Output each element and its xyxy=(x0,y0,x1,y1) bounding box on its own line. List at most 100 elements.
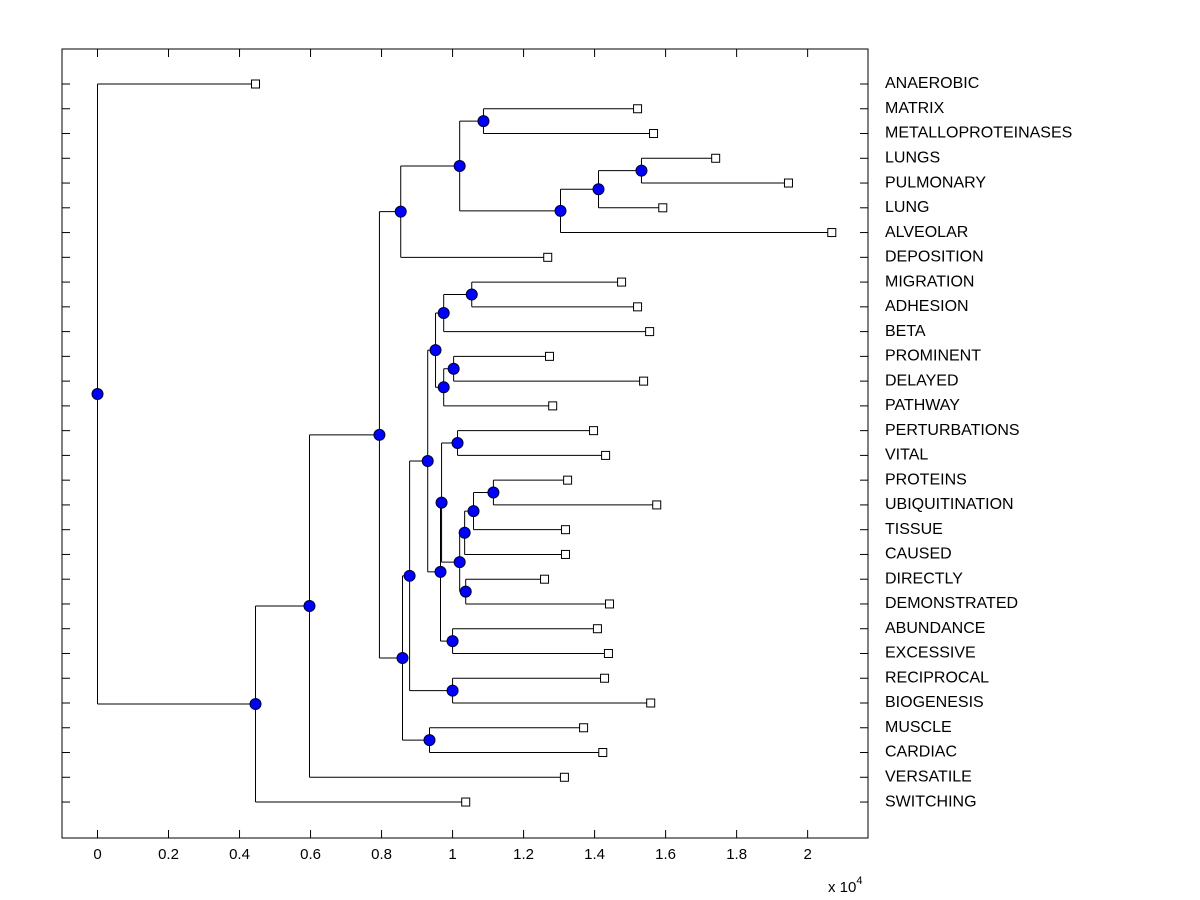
node-marker xyxy=(437,381,450,394)
leaf-marker xyxy=(592,624,602,634)
x-tick-label: 1.2 xyxy=(513,846,534,863)
leaf-label: PERTURBATIONS xyxy=(885,422,1020,439)
leaf-label: MATRIX xyxy=(885,100,945,117)
node-marker xyxy=(434,565,447,578)
leaf-marker xyxy=(589,426,599,436)
node-marker xyxy=(592,183,605,196)
node-marker xyxy=(465,288,478,301)
leaf-marker xyxy=(251,79,261,89)
leaf-label: PROTEINS xyxy=(885,471,967,488)
leaf-marker xyxy=(601,450,611,460)
leaf-label: DEPOSITION xyxy=(885,249,984,266)
x-multiplier: x 104 xyxy=(828,875,862,896)
leaf-marker xyxy=(598,748,608,758)
leaf-label: BETA xyxy=(885,323,926,340)
leaf-marker xyxy=(600,673,610,683)
leaf-label: LUNGS xyxy=(885,149,940,166)
leaf-marker xyxy=(617,277,627,287)
leaf-label: RECIPROCAL xyxy=(885,669,989,686)
node-marker xyxy=(435,496,448,509)
leaf-marker xyxy=(633,104,643,114)
leaf-marker xyxy=(658,203,668,213)
leaf-marker xyxy=(646,698,656,708)
leaf-marker xyxy=(639,376,649,386)
leaf-label: MIGRATION xyxy=(885,273,974,290)
leaf-marker xyxy=(461,797,471,807)
leaf-label: LUNG xyxy=(885,199,929,216)
node-marker xyxy=(453,556,466,569)
leaf-label: CARDIAC xyxy=(885,744,957,761)
leaf-marker xyxy=(543,252,553,262)
leaf-label: CAUSED xyxy=(885,546,952,563)
node-marker xyxy=(403,569,416,582)
leaf-label: TISSUE xyxy=(885,521,943,538)
leaf-marker xyxy=(559,772,569,782)
leaf-label: SWITCHING xyxy=(885,793,977,810)
x-multiplier-base: x 10 xyxy=(828,879,856,896)
node-marker xyxy=(394,205,407,218)
node-marker xyxy=(451,437,464,450)
leaf-marker xyxy=(563,475,573,485)
leaf-label: DELAYED xyxy=(885,372,959,389)
leaf-label: VITAL xyxy=(885,447,928,464)
node-marker xyxy=(447,362,460,375)
leaf-label: MUSCLE xyxy=(885,719,952,736)
leaf-label: PROMINENT xyxy=(885,348,981,365)
leaf-marker xyxy=(827,228,837,238)
leaf-marker xyxy=(540,574,550,584)
leaf-marker xyxy=(645,327,655,337)
leaf-label: ALVEOLAR xyxy=(885,224,968,241)
x-tick-label: 1.4 xyxy=(584,846,605,863)
leaf-label: PATHWAY xyxy=(885,397,960,414)
leaf-marker xyxy=(560,549,570,559)
leaf-label: PULMONARY xyxy=(885,174,986,191)
leaf-label: METALLOPROTEINASES xyxy=(885,125,1072,142)
leaf-label: ADHESION xyxy=(885,298,969,315)
leaf-marker xyxy=(603,648,613,658)
leaf-label: DIRECTLY xyxy=(885,570,963,587)
leaf-marker xyxy=(545,351,555,361)
node-marker xyxy=(303,600,316,613)
leaf-label: ANAEROBIC xyxy=(885,75,979,92)
leaf-label: EXCESSIVE xyxy=(885,645,976,662)
leaf-marker xyxy=(652,500,662,510)
node-marker xyxy=(373,428,386,441)
leaf-marker xyxy=(605,599,615,609)
leaf-marker xyxy=(560,525,570,535)
leaf-marker xyxy=(633,302,643,312)
x-tick-label: 1.8 xyxy=(726,846,747,863)
node-marker xyxy=(91,388,104,401)
x-multiplier-exponent: 4 xyxy=(856,875,862,887)
node-marker xyxy=(249,698,262,711)
node-marker xyxy=(437,307,450,320)
node-marker xyxy=(429,344,442,357)
node-marker xyxy=(396,651,409,664)
x-tick-label: 0.4 xyxy=(229,846,250,863)
leaf-marker xyxy=(783,178,793,188)
node-marker xyxy=(453,160,466,173)
node-marker xyxy=(423,734,436,747)
x-tick-label: 1 xyxy=(448,846,456,863)
x-tick-label: 0.8 xyxy=(371,846,392,863)
x-tick-label: 0 xyxy=(93,846,101,863)
plot-frame xyxy=(61,48,869,839)
leaf-label: ABUNDANCE xyxy=(885,620,985,637)
leaf-marker xyxy=(711,153,721,163)
leaf-marker xyxy=(649,129,659,139)
leaf-label: VERSATILE xyxy=(885,768,972,785)
node-marker xyxy=(467,505,480,518)
node-marker xyxy=(458,526,471,539)
leaf-marker xyxy=(579,723,589,733)
leaf-label: UBIQUITINATION xyxy=(885,496,1014,513)
node-marker xyxy=(421,455,434,468)
x-tick-label: 0.6 xyxy=(300,846,321,863)
node-marker xyxy=(487,486,500,499)
node-marker xyxy=(477,115,490,128)
node-marker xyxy=(635,164,648,177)
node-marker xyxy=(446,635,459,648)
node-marker xyxy=(554,204,567,217)
x-tick-label: 1.6 xyxy=(655,846,676,863)
x-tick-label: 0.2 xyxy=(158,846,179,863)
node-marker xyxy=(446,684,459,697)
